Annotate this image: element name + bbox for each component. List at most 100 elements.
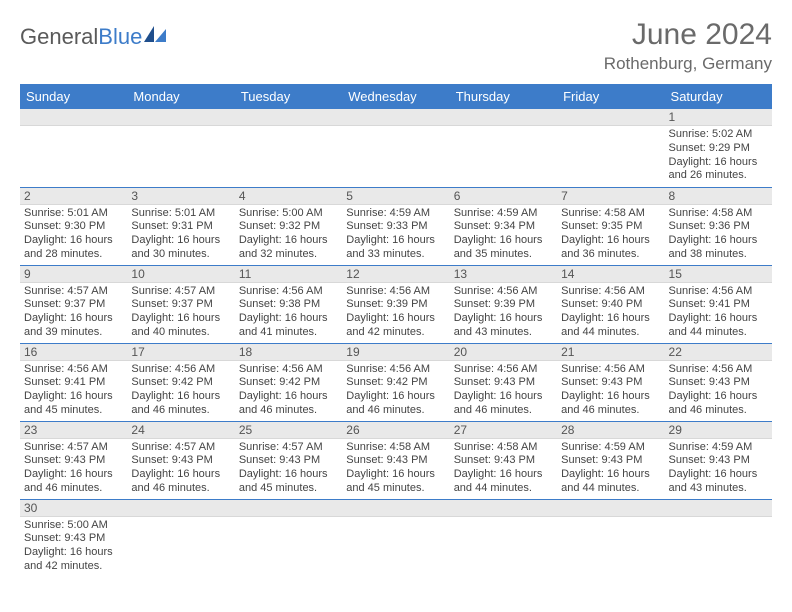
sunset-line: Sunset: 9:43 PM bbox=[561, 376, 660, 390]
day-number bbox=[450, 500, 557, 517]
calendar-cell: 3Sunrise: 5:01 AMSunset: 9:31 PMDaylight… bbox=[127, 187, 234, 265]
sunset-line: Sunset: 9:31 PM bbox=[131, 220, 230, 234]
day-number bbox=[665, 500, 772, 517]
daylight-line: Daylight: 16 hours and 46 minutes. bbox=[24, 468, 123, 496]
day-content: Sunrise: 4:56 AMSunset: 9:38 PMDaylight:… bbox=[235, 283, 342, 343]
sunset-line: Sunset: 9:39 PM bbox=[346, 298, 445, 312]
sunrise-line: Sunrise: 4:57 AM bbox=[131, 441, 230, 455]
calendar-cell: 8Sunrise: 4:58 AMSunset: 9:36 PMDaylight… bbox=[665, 187, 772, 265]
sunset-line: Sunset: 9:32 PM bbox=[239, 220, 338, 234]
sunrise-line: Sunrise: 4:58 AM bbox=[454, 441, 553, 455]
daylight-line: Daylight: 16 hours and 28 minutes. bbox=[24, 234, 123, 262]
day-number: 25 bbox=[235, 422, 342, 439]
sunrise-line: Sunrise: 4:56 AM bbox=[346, 363, 445, 377]
day-content: Sunrise: 4:59 AMSunset: 9:33 PMDaylight:… bbox=[342, 205, 449, 265]
daylight-line: Daylight: 16 hours and 36 minutes. bbox=[561, 234, 660, 262]
day-number bbox=[235, 500, 342, 517]
day-number bbox=[342, 109, 449, 126]
day-content: Sunrise: 4:56 AMSunset: 9:39 PMDaylight:… bbox=[342, 283, 449, 343]
weekday-header: Saturday bbox=[665, 84, 772, 109]
calendar-cell-empty bbox=[557, 499, 664, 577]
sunrise-line: Sunrise: 4:56 AM bbox=[346, 285, 445, 299]
day-number bbox=[342, 500, 449, 517]
calendar-cell-empty bbox=[450, 109, 557, 187]
sunset-line: Sunset: 9:29 PM bbox=[669, 142, 768, 156]
header: GeneralBlue June 2024 Rothenburg, German… bbox=[20, 18, 772, 74]
sail-icon bbox=[144, 24, 170, 50]
day-number bbox=[235, 109, 342, 126]
day-number: 29 bbox=[665, 422, 772, 439]
calendar-table: SundayMondayTuesdayWednesdayThursdayFrid… bbox=[20, 84, 772, 577]
daylight-line: Daylight: 16 hours and 30 minutes. bbox=[131, 234, 230, 262]
day-content: Sunrise: 4:56 AMSunset: 9:40 PMDaylight:… bbox=[557, 283, 664, 343]
calendar-cell: 4Sunrise: 5:00 AMSunset: 9:32 PMDaylight… bbox=[235, 187, 342, 265]
daylight-line: Daylight: 16 hours and 32 minutes. bbox=[239, 234, 338, 262]
calendar-cell: 10Sunrise: 4:57 AMSunset: 9:37 PMDayligh… bbox=[127, 265, 234, 343]
sunrise-line: Sunrise: 4:56 AM bbox=[239, 285, 338, 299]
day-number bbox=[557, 500, 664, 517]
calendar-cell: 18Sunrise: 4:56 AMSunset: 9:42 PMDayligh… bbox=[235, 343, 342, 421]
sunset-line: Sunset: 9:43 PM bbox=[454, 454, 553, 468]
calendar-cell: 22Sunrise: 4:56 AMSunset: 9:43 PMDayligh… bbox=[665, 343, 772, 421]
sunrise-line: Sunrise: 4:57 AM bbox=[24, 441, 123, 455]
calendar-cell-empty bbox=[450, 499, 557, 577]
weekday-header: Friday bbox=[557, 84, 664, 109]
calendar-cell: 5Sunrise: 4:59 AMSunset: 9:33 PMDaylight… bbox=[342, 187, 449, 265]
calendar-row: 2Sunrise: 5:01 AMSunset: 9:30 PMDaylight… bbox=[20, 187, 772, 265]
calendar-cell: 26Sunrise: 4:58 AMSunset: 9:43 PMDayligh… bbox=[342, 421, 449, 499]
daylight-line: Daylight: 16 hours and 45 minutes. bbox=[24, 390, 123, 418]
sunrise-line: Sunrise: 5:01 AM bbox=[24, 207, 123, 221]
day-number: 15 bbox=[665, 266, 772, 283]
weekday-header: Monday bbox=[127, 84, 234, 109]
sunset-line: Sunset: 9:43 PM bbox=[131, 454, 230, 468]
day-content: Sunrise: 4:59 AMSunset: 9:43 PMDaylight:… bbox=[665, 439, 772, 499]
day-number: 8 bbox=[665, 188, 772, 205]
sunrise-line: Sunrise: 4:56 AM bbox=[669, 285, 768, 299]
day-content: Sunrise: 5:02 AMSunset: 9:29 PMDaylight:… bbox=[665, 126, 772, 186]
calendar-cell: 21Sunrise: 4:56 AMSunset: 9:43 PMDayligh… bbox=[557, 343, 664, 421]
daylight-line: Daylight: 16 hours and 43 minutes. bbox=[669, 468, 768, 496]
sunrise-line: Sunrise: 4:57 AM bbox=[131, 285, 230, 299]
day-number: 23 bbox=[20, 422, 127, 439]
day-number bbox=[127, 109, 234, 126]
calendar-cell: 11Sunrise: 4:56 AMSunset: 9:38 PMDayligh… bbox=[235, 265, 342, 343]
calendar-cell-empty bbox=[127, 109, 234, 187]
day-number: 17 bbox=[127, 344, 234, 361]
day-content: Sunrise: 5:00 AMSunset: 9:32 PMDaylight:… bbox=[235, 205, 342, 265]
day-content: Sunrise: 4:58 AMSunset: 9:43 PMDaylight:… bbox=[342, 439, 449, 499]
sunrise-line: Sunrise: 5:00 AM bbox=[239, 207, 338, 221]
day-number: 19 bbox=[342, 344, 449, 361]
day-content: Sunrise: 4:56 AMSunset: 9:41 PMDaylight:… bbox=[20, 361, 127, 421]
day-number bbox=[20, 109, 127, 126]
calendar-cell-empty bbox=[127, 499, 234, 577]
calendar-cell-empty bbox=[20, 109, 127, 187]
calendar-row: 23Sunrise: 4:57 AMSunset: 9:43 PMDayligh… bbox=[20, 421, 772, 499]
sunrise-line: Sunrise: 5:02 AM bbox=[669, 128, 768, 142]
day-number: 12 bbox=[342, 266, 449, 283]
logo-general-text: General bbox=[20, 24, 98, 50]
day-number: 10 bbox=[127, 266, 234, 283]
day-content: Sunrise: 4:57 AMSunset: 9:37 PMDaylight:… bbox=[127, 283, 234, 343]
day-number bbox=[450, 109, 557, 126]
daylight-line: Daylight: 16 hours and 44 minutes. bbox=[561, 312, 660, 340]
calendar-cell: 2Sunrise: 5:01 AMSunset: 9:30 PMDaylight… bbox=[20, 187, 127, 265]
sunset-line: Sunset: 9:30 PM bbox=[24, 220, 123, 234]
sunset-line: Sunset: 9:42 PM bbox=[346, 376, 445, 390]
day-number: 1 bbox=[665, 109, 772, 126]
sunrise-line: Sunrise: 5:00 AM bbox=[24, 519, 123, 533]
sunset-line: Sunset: 9:40 PM bbox=[561, 298, 660, 312]
calendar-row: 30Sunrise: 5:00 AMSunset: 9:43 PMDayligh… bbox=[20, 499, 772, 577]
calendar-cell: 12Sunrise: 4:56 AMSunset: 9:39 PMDayligh… bbox=[342, 265, 449, 343]
sunset-line: Sunset: 9:43 PM bbox=[454, 376, 553, 390]
calendar-cell: 14Sunrise: 4:56 AMSunset: 9:40 PMDayligh… bbox=[557, 265, 664, 343]
weekday-header: Thursday bbox=[450, 84, 557, 109]
day-content: Sunrise: 4:58 AMSunset: 9:35 PMDaylight:… bbox=[557, 205, 664, 265]
daylight-line: Daylight: 16 hours and 26 minutes. bbox=[669, 156, 768, 184]
logo: GeneralBlue bbox=[20, 24, 170, 50]
sunset-line: Sunset: 9:43 PM bbox=[346, 454, 445, 468]
day-content: Sunrise: 4:56 AMSunset: 9:42 PMDaylight:… bbox=[235, 361, 342, 421]
sunrise-line: Sunrise: 4:57 AM bbox=[239, 441, 338, 455]
calendar-cell: 15Sunrise: 4:56 AMSunset: 9:41 PMDayligh… bbox=[665, 265, 772, 343]
sunset-line: Sunset: 9:34 PM bbox=[454, 220, 553, 234]
day-number: 5 bbox=[342, 188, 449, 205]
